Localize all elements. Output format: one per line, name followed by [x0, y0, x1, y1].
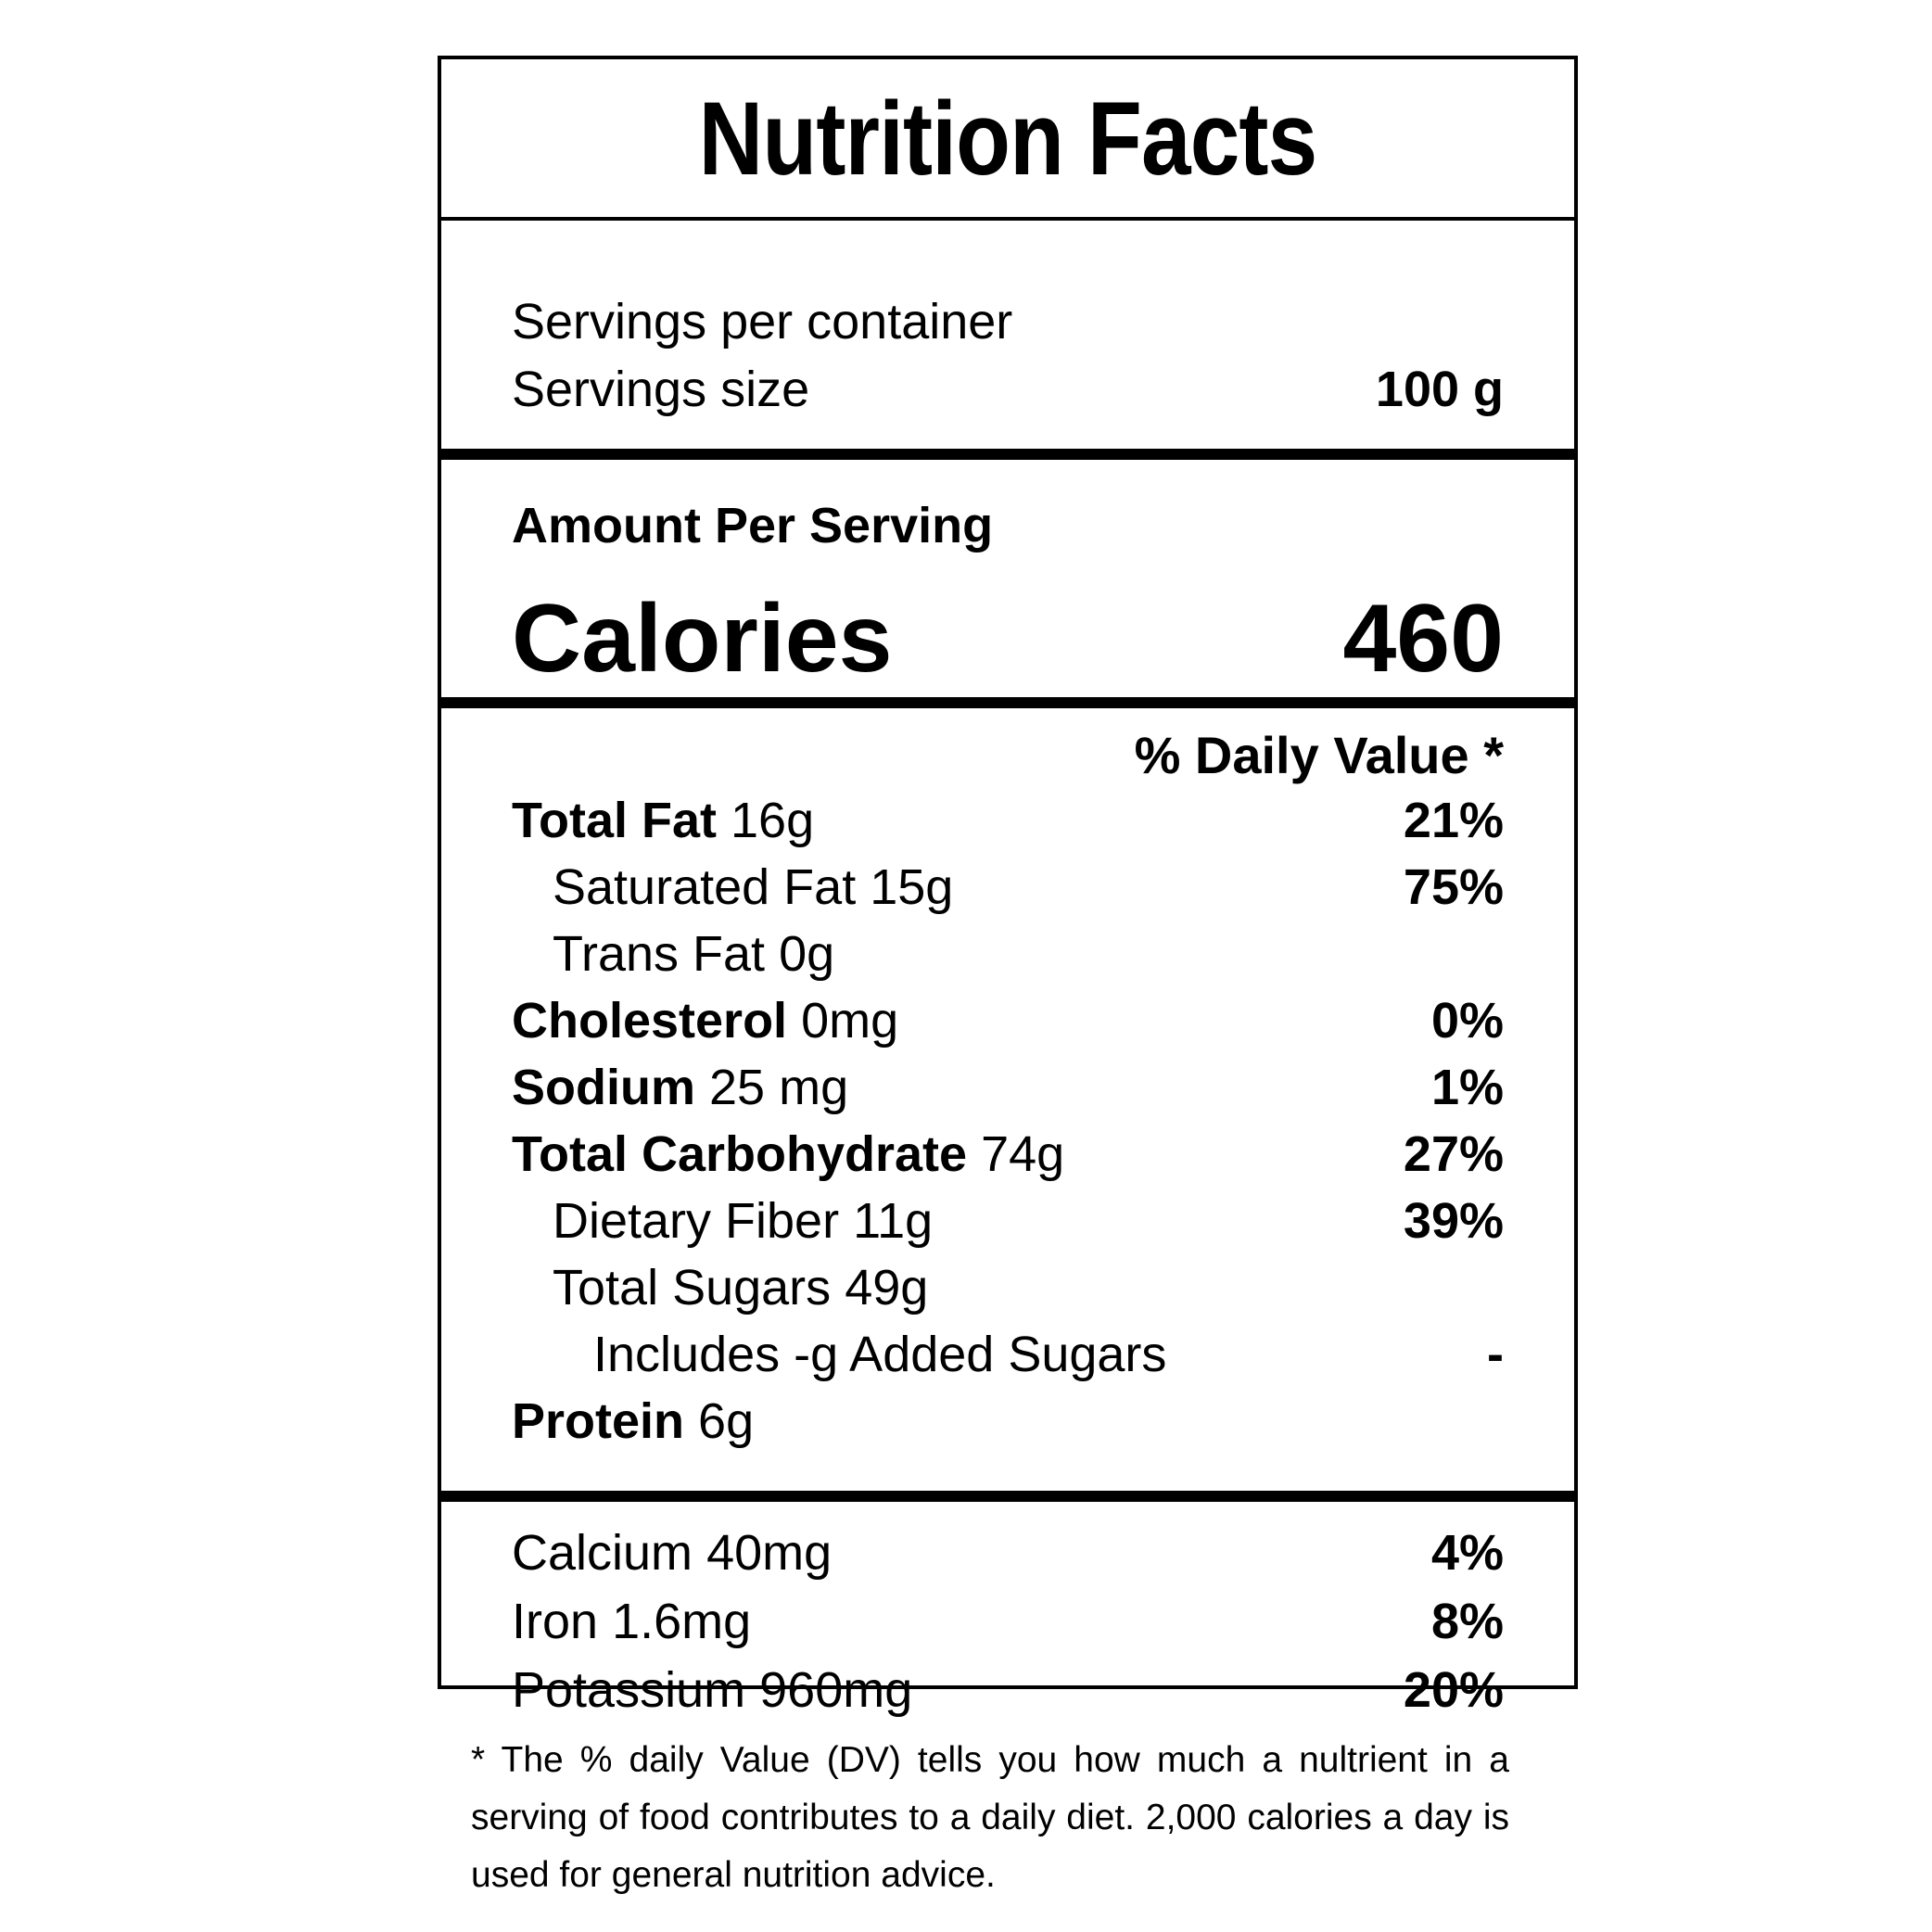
- nutrient-name: Protein: [512, 1393, 685, 1449]
- nutrient-amount: 0g: [779, 926, 835, 982]
- mineral-name: Potassium: [512, 1662, 746, 1718]
- nutrient-name: Sodium: [512, 1060, 695, 1115]
- calories-value: 460: [1342, 585, 1504, 693]
- nutrient-row-dietary-fiber: Dietary Fiber 11g 39%: [512, 1192, 1504, 1250]
- nutrition-facts-label: Nutrition Facts Servings per container S…: [438, 56, 1578, 1718]
- nutrient-name: Total Carbohydrate: [512, 1126, 968, 1182]
- amount-per-serving-row: Amount Per Serving: [512, 497, 1504, 554]
- nutrient-row-added-sugars: Includes -g Added Sugars -: [512, 1326, 1504, 1383]
- nutrient-name: Includes -g Added Sugars: [593, 1327, 1167, 1382]
- amount-per-serving-label: Amount Per Serving: [512, 498, 994, 553]
- nutrient-row-total-fat: Total Fat 16g 21%: [512, 792, 1504, 849]
- nutrient-amount: 6g: [698, 1393, 755, 1449]
- nutrient-dv: 21%: [1403, 793, 1504, 848]
- mineral-row-potassium: Potassium 960mg 20%: [512, 1661, 1504, 1719]
- nutrient-amount: 16g: [731, 793, 815, 848]
- nutrient-name: Trans Fat: [553, 926, 766, 982]
- nutrient-row-total-carbohydrate: Total Carbohydrate 74g 27%: [512, 1125, 1504, 1183]
- nutrient-amount: 11g: [853, 1193, 934, 1249]
- mineral-amount: 40mg: [706, 1525, 833, 1581]
- mineral-dv: 20%: [1403, 1662, 1504, 1718]
- nutrient-dv: -: [1487, 1327, 1504, 1382]
- daily-value-header: % Daily Value *: [1134, 726, 1504, 784]
- nutrient-name: Cholesterol: [512, 993, 788, 1049]
- nutrient-row-cholesterol: Cholesterol 0mg 0%: [512, 992, 1504, 1049]
- nutrient-amount: 49g: [845, 1260, 929, 1316]
- nutrient-amount: 25 mg: [709, 1060, 849, 1115]
- serving-size-label: Servings size: [512, 362, 810, 417]
- nutrient-amount: 74g: [981, 1126, 1065, 1182]
- nutrient-row-trans-fat: Trans Fat 0g: [512, 925, 1504, 983]
- mineral-row-calcium: Calcium 40mg 4%: [512, 1524, 1504, 1582]
- nutrient-name: Saturated Fat: [553, 859, 857, 915]
- nutrient-dv: 75%: [1403, 859, 1504, 915]
- mineral-name: Iron: [512, 1594, 599, 1649]
- calories-row: Calories 460: [512, 584, 1504, 694]
- nutrient-name: Dietary Fiber: [553, 1193, 840, 1249]
- nutrient-amount: 15g: [870, 859, 954, 915]
- daily-value-header-row: % Daily Value *: [512, 725, 1504, 785]
- mineral-row-iron: Iron 1.6mg 8%: [512, 1593, 1504, 1650]
- nutrient-name: Total Sugars: [553, 1260, 832, 1316]
- mineral-amount: 1.6mg: [612, 1594, 752, 1649]
- mineral-dv: 8%: [1430, 1594, 1504, 1649]
- serving-size-row: Servings size 100 g: [512, 361, 1504, 418]
- nutrient-name: Total Fat: [512, 793, 717, 848]
- serving-size-value: 100 g: [1375, 362, 1504, 417]
- nutrient-row-total-sugars: Total Sugars 49g: [512, 1259, 1504, 1316]
- servings-per-container-label: Servings per container: [512, 294, 1013, 350]
- nutrient-row-saturated-fat: Saturated Fat 15g 75%: [512, 858, 1504, 916]
- divider-thin: [441, 217, 1574, 221]
- divider-thick-3: [441, 1491, 1574, 1502]
- nutrient-dv: 39%: [1403, 1193, 1504, 1249]
- mineral-amount: 960mg: [759, 1662, 913, 1718]
- mineral-dv: 4%: [1430, 1525, 1504, 1581]
- nutrient-row-protein: Protein 6g: [512, 1392, 1504, 1450]
- nutrient-dv: 0%: [1430, 993, 1504, 1049]
- calories-label: Calories: [512, 585, 893, 693]
- servings-per-container-row: Servings per container: [512, 293, 1504, 350]
- nutrient-dv: 1%: [1430, 1060, 1504, 1115]
- footnote: * The % daily Value (DV) tells you how m…: [471, 1740, 1509, 1895]
- nutrient-dv: 27%: [1403, 1126, 1504, 1182]
- label-title: Nutrition Facts: [698, 80, 1318, 197]
- divider-thick-1: [441, 449, 1574, 460]
- mineral-name: Calcium: [512, 1525, 693, 1581]
- nutrient-amount: 0mg: [801, 993, 899, 1049]
- nutrient-row-sodium: Sodium 25 mg 1%: [512, 1059, 1504, 1116]
- divider-thick-2: [441, 697, 1574, 708]
